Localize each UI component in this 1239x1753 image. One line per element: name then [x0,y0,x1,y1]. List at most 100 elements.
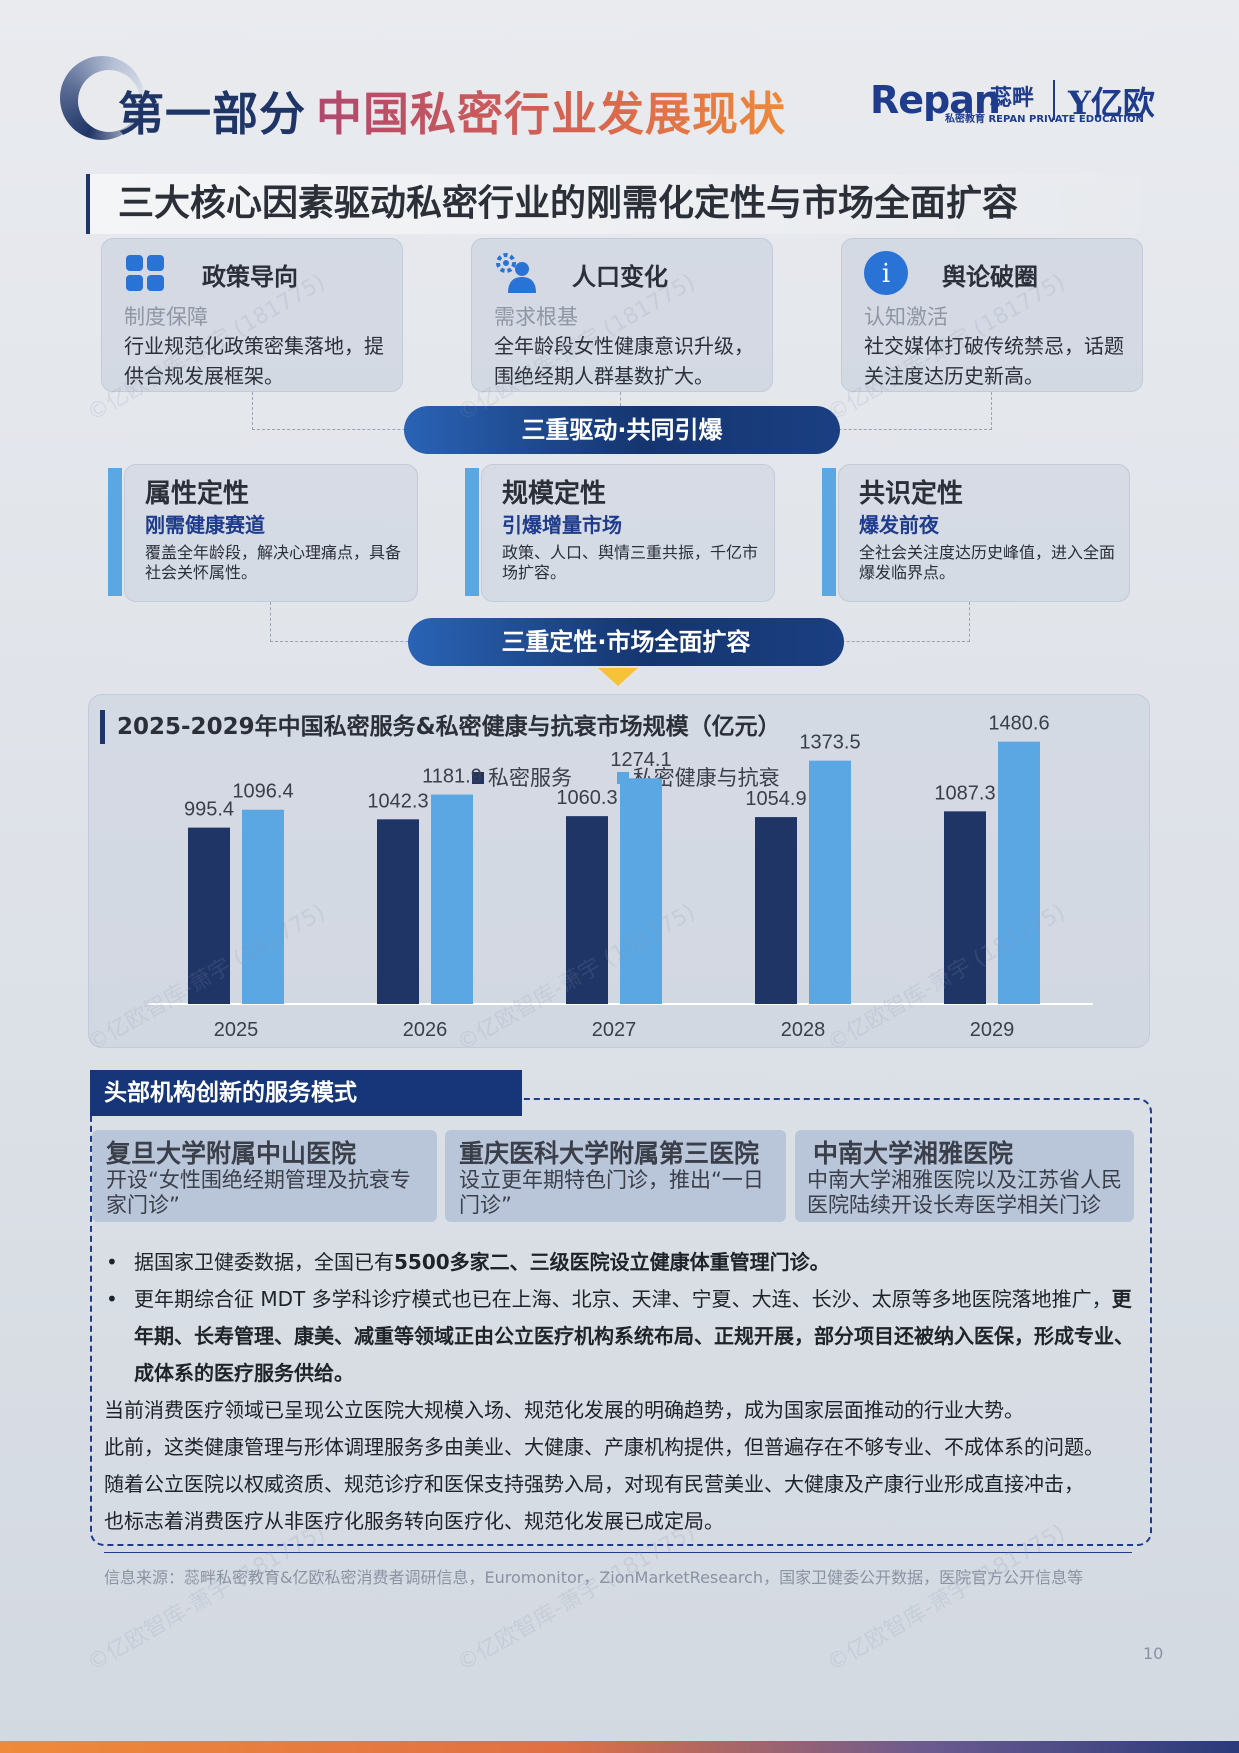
yiou-logo-text: 亿欧 [1090,84,1155,122]
x-tick-label: 2026 [403,1019,448,1041]
bar-2027-series-2 [620,778,662,1004]
bar-2026-series-2 [431,794,473,1004]
definition-subtitle: 爆发前夜 [859,513,939,537]
driver-pill: 三重驱动·共同引爆 [404,406,840,454]
hospital-name: 复旦大学附属中山医院 [106,1139,357,1168]
x-tick-label: 2025 [214,1019,259,1041]
yiou-logo-mark-icon: Y [1068,84,1091,122]
definition-accent-bar [465,468,479,596]
bar-2026-series-1 [377,819,419,1004]
hospital-desc: 中南大学湘雅医院以及江苏省人民医院陆续开设长寿医学相关门诊 [807,1168,1122,1217]
source-note: 信息来源：蕊畔私密教育&亿欧私密消费者调研信息，Euromonitor，Zion… [104,1568,1084,1587]
yiou-logo: Y亿欧 [1068,78,1155,124]
definition-desc: 全社会关注度达历史峰值，进入全面爆发临界点。 [859,543,1116,582]
paragraph-line: 当前消费医疗领域已呈现公立医院大规模入场、规范化发展的明确趋势，成为国家层面推动… [104,1398,1024,1422]
bullet-dot: • [106,1287,118,1311]
logo-divider [1053,80,1055,120]
hospital-card: 复旦大学附属中山医院 开设“女性围绝经期管理及抗衰专家门诊” [92,1130,437,1222]
factor-desc: 社交媒体打破传统禁忌，话题关注度达历史新高。 [864,334,1124,388]
definition-card-scale: 规模定性 引爆增量市场 政策、人口、舆情三重共振，千亿市场扩容。 [481,464,775,602]
bar-2025-series-1 [188,827,230,1004]
repan-logo: Repan [870,78,1001,122]
people-gear-icon [496,253,536,293]
legend-swatch [472,772,484,784]
definition-title: 属性定性 [145,479,250,509]
hospital-name: 中南大学湘雅医院 [813,1139,1014,1168]
bar-2027-series-1 [566,816,608,1004]
paragraph-line: 随着公立医院以权威资质、规范诊疗和医保支持强势入局，对现有民营美业、大健康及产康… [104,1472,1084,1496]
factor-desc: 行业规范化政策密集落地，提供合规发展框架。 [124,334,384,388]
factor-card-policy: 政策导向 制度保障 行业规范化政策密集落地，提供合规发展框架。 [101,238,403,392]
page-title: 第一部分 中国私密行业发展现状 [118,78,786,144]
factor-subtitle: 制度保障 [124,305,208,329]
data-label: 1480.6 [988,713,1049,735]
legend-label: 私密服务 [488,766,572,790]
repan-logo-sub: 私密教育 REPAN PRIVATE EDUCATION [945,114,1144,125]
services-box [90,1098,1152,1546]
definition-subtitle: 引爆增量市场 [502,513,622,537]
factor-desc: 全年龄段女性健康意识升级，围绝经期人群基数扩大。 [494,334,754,388]
x-tick-label: 2027 [592,1019,637,1041]
data-label: 1274.1 [610,749,671,771]
factor-title: 人口变化 [572,263,668,291]
definition-desc: 政策、人口、舆情三重共振，千亿市场扩容。 [502,543,759,582]
chart-title: 2025-2029年中国私密服务&私密健康与抗衰市场规模（亿元） [100,710,781,744]
paragraph-line: 此前，这类健康管理与形体调理服务多由美业、大健康、产康机构提供，但普遍存在不够专… [104,1435,1104,1459]
hospital-card: 中南大学湘雅医院 中南大学湘雅医院以及江苏省人民医院陆续开设长寿医学相关门诊 [795,1130,1134,1222]
factor-card-opinion: i 舆论破圈 认知激活 社交媒体打破传统禁忌，话题关注度达历史新高。 [841,238,1143,392]
x-tick-label: 2029 [970,1019,1015,1041]
bar-2029-series-2 [998,741,1040,1004]
bullet-text: 据国家卫健委数据，全国已有 [134,1250,394,1274]
definition-accent-bar [822,468,836,596]
bullet-item: • 据国家卫健委数据，全国已有5500多家二、三级医院设立健康体重管理门诊。 [106,1244,1146,1281]
down-arrow-icon [598,668,638,686]
bullet-list: • 据国家卫健委数据，全国已有5500多家二、三级医院设立健康体重管理门诊。 •… [106,1244,1146,1392]
bar-2029-series-1 [944,811,986,1004]
definition-title: 共识定性 [859,479,964,509]
definition-subtitle: 刚需健康赛道 [145,513,265,537]
hospital-card: 重庆医科大学附属第三医院 设立更年期特色门诊，推出“一日门诊” [445,1130,786,1222]
paragraph-line: 也标志着消费医疗从非医疗化服务转向医疗化、规范化发展已成定局。 [104,1509,724,1533]
bottom-gradient-bar [0,1741,1239,1753]
grid-icon [126,255,164,291]
factor-title: 舆论破圈 [942,263,1038,291]
bullet-item: • 更年期综合征 MDT 多学科诊疗模式也已在上海、北京、天津、宁夏、大连、长沙… [106,1281,1146,1392]
legend-item: 私密服务 [472,766,572,790]
repan-logo-cn: 蕊畔 [990,86,1035,111]
part-title: 中国私密行业发展现状 [316,87,786,141]
page-number: 10 [1143,1644,1164,1663]
definition-pill: 三重定性·市场全面扩容 [408,618,844,666]
svg-text:i: i [882,259,890,289]
data-label: 995.4 [184,799,234,821]
definition-desc: 覆盖全年龄段，解决心理痛点，具备社会关怀属性。 [145,543,402,582]
info-icon: i [864,251,908,295]
definition-title: 规模定性 [502,479,607,509]
data-label: 1060.3 [556,787,617,809]
bullet-dot: • [106,1250,118,1274]
definition-card-attribute: 属性定性 刚需健康赛道 覆盖全年龄段，解决心理痛点，具备社会关怀属性。 [124,464,418,602]
header-ring-decoration [60,56,144,140]
factor-subtitle: 认知激活 [864,305,948,329]
factor-subtitle: 需求根基 [494,305,578,329]
bullet-text-bold: 更年期、长寿管理、康美、减重等领域正由公立医疗机构系统布局、正规开展，部分项目还… [134,1287,1134,1385]
data-label: 1373.5 [799,732,860,754]
factor-title: 政策导向 [202,263,298,291]
bullet-text-bold: 5500多家二、三级医院设立健康体重管理门诊。 [394,1250,830,1274]
services-header: 头部机构创新的服务模式 [90,1070,522,1116]
data-label: 1181.9 [422,766,482,788]
data-label: 1042.3 [367,790,428,812]
hospital-desc: 开设“女性围绝经期管理及抗衰专家门诊” [106,1168,411,1217]
part-label: 第一部分 [118,87,306,141]
bar-2028-series-2 [809,760,851,1004]
data-label: 1096.4 [232,781,293,803]
bar-2028-series-1 [755,817,797,1004]
bullet-text: 更年期综合征 MDT 多学科诊疗模式也已在上海、北京、天津、宁夏、大连、长沙、太… [134,1287,1112,1311]
bar-2025-series-2 [242,809,284,1004]
section-title: 三大核心因素驱动私密行业的刚需化定性与市场全面扩容 [86,174,1140,234]
definition-accent-bar [108,468,122,596]
hospital-desc: 设立更年期特色门诊，推出“一日门诊” [459,1168,764,1217]
connector-top-mid [620,392,621,406]
data-label: 1054.9 [745,788,806,810]
hospital-name: 重庆医科大学附属第三医院 [459,1139,760,1168]
